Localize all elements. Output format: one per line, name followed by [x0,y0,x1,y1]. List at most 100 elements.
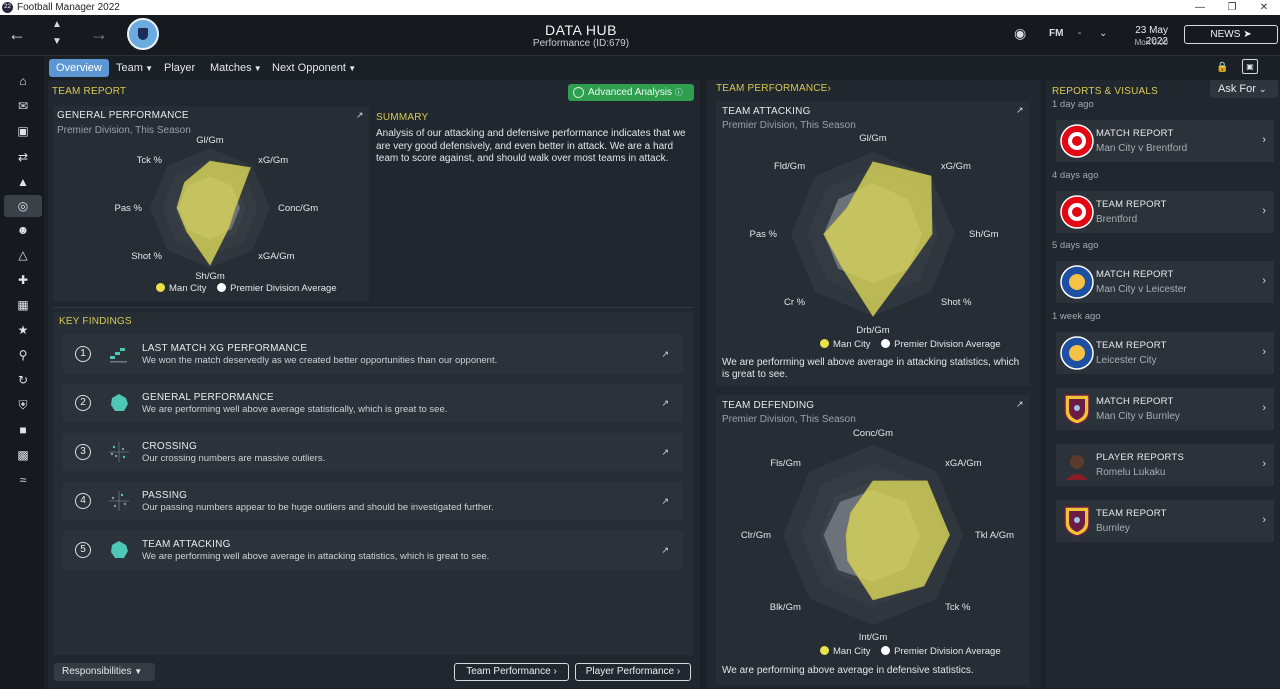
expand-icon[interactable]: ↗ [661,349,669,359]
performance-icon[interactable]: ≈ [19,473,27,487]
screen-capture-icon[interactable]: ▣ [1242,59,1258,74]
report-item[interactable]: TEAM REPORT Leicester City › [1056,332,1274,374]
report-item[interactable]: PLAYER REPORTS Romelu Lukaku › [1056,444,1274,486]
report-title: TEAM REPORT [1096,199,1167,210]
minimize-icon[interactable]: — [1195,2,1205,13]
tab-matches[interactable]: Matches ▼ [210,59,262,77]
team-series-area [823,161,933,317]
chevron-up-icon[interactable]: ▲ [52,19,62,30]
forward-arrow-icon[interactable]: → [90,24,108,44]
report-item[interactable]: TEAM REPORT Burnley › [1056,500,1274,542]
club-crest-icon[interactable] [127,18,159,50]
current-date: 23 May 2022 [1135,25,1168,47]
date-dropdown-icon[interactable]: ⌄ [1099,28,1108,39]
radar-axis-label: Sh/Gm [969,229,999,240]
competitions-icon[interactable]: ★ [17,323,29,337]
report-subtitle: Brentford [1096,214,1138,225]
close-icon[interactable]: ✕ [1259,2,1269,13]
scouting-icon[interactable]: ⚲ [18,348,28,362]
report-subtitle: Burnley [1096,523,1130,534]
chevron-down-icon: ⌄ [1258,84,1267,94]
dynamics-icon[interactable]: ↻ [17,373,29,387]
report-title: TEAM REPORT [1096,340,1167,351]
report-item[interactable]: MATCH REPORT Man City v Burnley › [1056,388,1274,430]
burnley-crest-icon [1064,394,1090,425]
chevron-down-icon: ▼ [251,64,262,73]
training-icon[interactable]: △ [18,248,28,262]
tab-next-opponent[interactable]: Next Opponent ▼ [272,59,356,77]
finding-title: CROSSING [142,441,197,452]
radar-axis-label: Pas % [750,229,778,240]
continue-news-button[interactable]: NEWS ➤ [1184,25,1278,44]
tab-overview[interactable]: Overview [49,59,109,77]
finding-item[interactable]: 1 LAST MATCH XG PERFORMANCE We won the m… [63,335,683,373]
report-item[interactable]: MATCH REPORT Man City v Leicester › [1056,261,1274,303]
radar-axis-label: Drb/Gm [856,325,889,336]
radar-axis-label: Cr % [784,297,806,308]
page-subtitle: Performance (ID:679) [532,38,630,49]
expand-icon[interactable]: ↗ [1016,105,1024,115]
expand-icon[interactable]: ↗ [661,496,669,506]
chevron-right-icon: › [1262,205,1266,217]
window-title: Football Manager 2022 [17,2,120,13]
expand-icon[interactable]: ↗ [661,398,669,408]
reports-title: REPORTS & VISUALS [1052,86,1159,97]
ask-for-label: Ask For [1218,83,1256,95]
home-icon[interactable]: ⌂ [19,74,27,88]
report-subtitle: Man City v Brentford [1096,143,1188,154]
arrow-right-circle-icon: ➤ [1243,29,1252,40]
reports-icon[interactable]: ▩ [17,448,29,462]
tab-matches-label: Matches [210,62,252,74]
schedule-icon[interactable]: ▦ [17,298,29,312]
finding-item[interactable]: 2 GENERAL PERFORMANCE We are performing … [63,384,683,422]
finding-item[interactable]: 4 PASSING Our passing numbers appear to … [63,482,683,520]
manager-icon[interactable]: ◉ [1014,25,1027,41]
club-info-icon[interactable]: ⛨ [18,398,28,412]
finding-title: PASSING [142,490,188,501]
expand-icon[interactable]: ↗ [1016,399,1024,409]
staff-icon[interactable]: ☻ [16,223,30,237]
chevron-down-icon[interactable]: ▼ [52,36,62,47]
app-icon: 22 [2,2,13,13]
radar-axis-label: Fls/Gm [770,458,801,469]
report-item[interactable]: MATCH REPORT Man City v Brentford › [1056,120,1274,162]
back-arrow-icon[interactable]: ← [8,24,26,44]
radar-axis-label: xG/Gm [258,155,288,166]
team-performance-button[interactable]: Team Performance › [454,663,569,681]
player-performance-button[interactable]: Player Performance › [575,663,691,681]
finding-item[interactable]: 3 CROSSING Our crossing numbers are mass… [63,433,683,471]
fm-icon[interactable]: FM [1049,28,1064,39]
report-title: TEAM REPORT [1096,508,1167,519]
chevron-right-icon: › [1262,458,1266,470]
advanced-analysis-button[interactable]: Advanced Analysis ⓘ [568,84,694,101]
report-subtitle: Leicester City [1096,355,1157,366]
expand-icon[interactable]: ↗ [661,447,669,457]
lock-icon[interactable]: 🔒 [1216,62,1229,73]
finding-item[interactable]: 5 TEAM ATTACKING We are performing well … [63,531,683,569]
team-report-title[interactable]: TEAM REPORT [52,86,127,97]
key-findings-title: KEY FINDINGS [59,316,132,327]
burnley-crest-icon [1064,506,1090,537]
radar-axis-label: Gl/Gm [196,135,224,146]
expand-icon[interactable]: ↗ [356,110,364,120]
inbox-icon[interactable]: ✉ [17,99,29,113]
squad-icon[interactable]: ▣ [17,124,29,138]
average-legend-dot [217,283,227,292]
tactics-icon[interactable]: ▲ [17,175,29,189]
report-item[interactable]: TEAM REPORT Brentford › [1056,191,1274,233]
medical-icon[interactable]: ✚ [17,273,29,287]
transfers-icon[interactable]: ⇄ [17,150,29,164]
restore-icon[interactable]: ❐ [1227,2,1237,13]
team-performance-title[interactable]: TEAM PERFORMANCE› [716,83,831,94]
data-hub-icon[interactable]: ◎ [4,195,42,217]
report-title: MATCH REPORT [1096,128,1174,139]
team-legend-label: Man City [833,646,871,657]
finances-icon[interactable]: ■ [19,423,27,437]
tab-player[interactable]: Player [164,62,196,74]
responsibilities-button[interactable]: Responsibilities ▼ [54,663,155,681]
ask-for-dropdown[interactable]: Ask For ⌄ [1210,80,1278,98]
brentford-crest-icon [1060,124,1094,158]
expand-icon[interactable]: ↗ [661,545,669,555]
reports-panel [1046,80,1280,688]
tab-team[interactable]: Team ▼ [116,59,153,77]
